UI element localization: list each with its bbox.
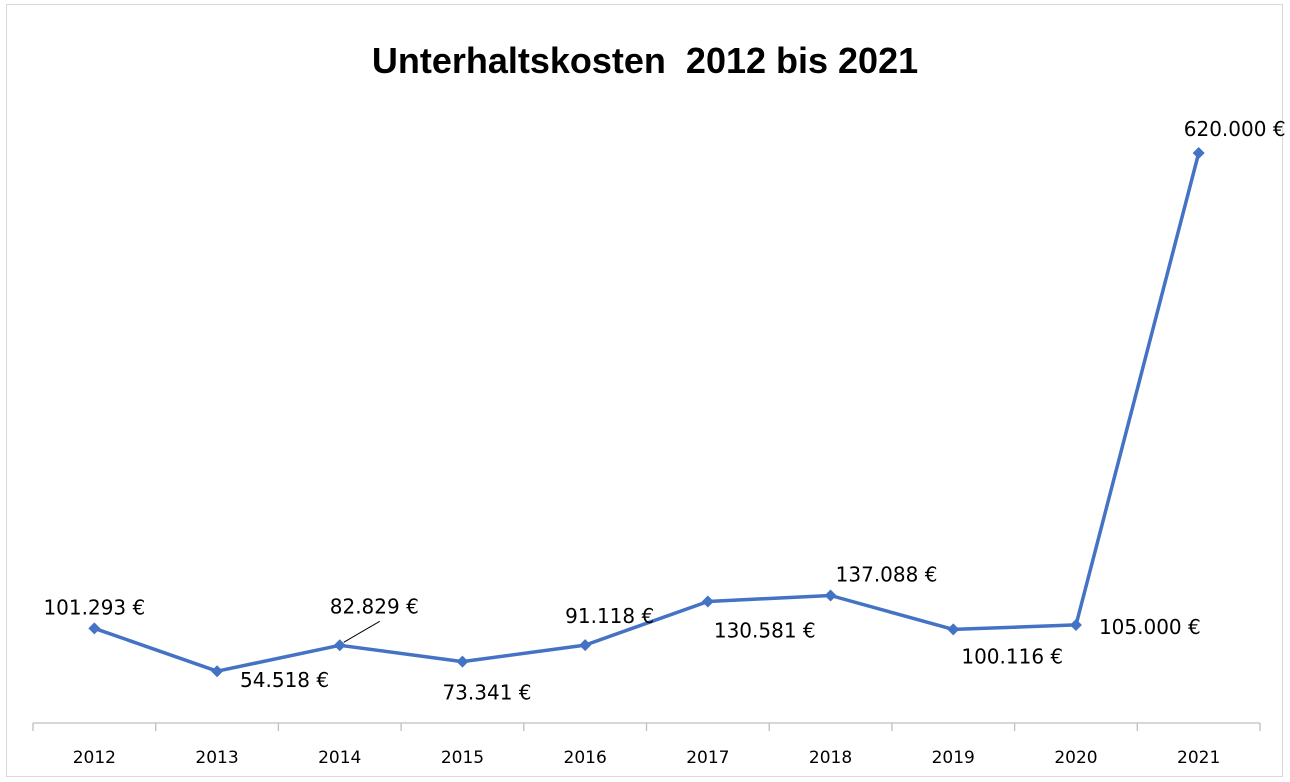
data-point [579, 639, 592, 652]
data-point [1069, 618, 1082, 631]
chart-title: Unterhaltskosten 2012 bis 2021 [372, 40, 918, 81]
data-label: 91.118 € [565, 604, 654, 628]
data-point [701, 595, 714, 608]
data-point [1192, 147, 1205, 159]
data-point [333, 639, 346, 652]
data-label: 73.341 € [442, 681, 531, 705]
data-label: 105.000 € [1099, 615, 1201, 639]
data-label-leader [343, 620, 381, 643]
data-label: 130.581 € [714, 619, 816, 643]
x-tick-label: 2017 [686, 748, 729, 768]
x-tick-label: 2016 [564, 748, 607, 768]
x-axis: 2012 2013 2014 2015 2016 2017 2018 2019 2020 2021 [32, 722, 1261, 768]
x-tick-label: 2018 [809, 748, 852, 768]
data-label: 54.518 € [240, 668, 329, 692]
data-point [824, 589, 837, 602]
x-tick-label: 2021 [1177, 748, 1220, 768]
chart-frame [6, 4, 1283, 777]
data-point [88, 622, 101, 635]
data-label: 620.000 € [1184, 117, 1286, 141]
series-line [93, 152, 1201, 673]
data-point [211, 665, 224, 678]
data-label: 100.116 € [961, 644, 1063, 668]
x-tick-label: 2015 [441, 748, 484, 768]
data-labels: 101.293 € 54.518 € 82.829 € 73.341 € 91.118 … [43, 117, 1285, 705]
data-label: 101.293 € [43, 595, 145, 619]
series-layer [88, 147, 1205, 678]
x-tick-label: 2020 [1054, 748, 1097, 768]
x-tick-label: 2014 [318, 748, 361, 768]
x-tick-label: 2012 [73, 748, 116, 768]
x-tick-label: 2019 [932, 748, 975, 768]
data-point [947, 623, 960, 636]
data-label: 82.829 € [330, 594, 419, 618]
data-point [456, 655, 469, 668]
x-tick-label: 2013 [195, 748, 238, 768]
data-label: 137.088 € [836, 563, 938, 587]
